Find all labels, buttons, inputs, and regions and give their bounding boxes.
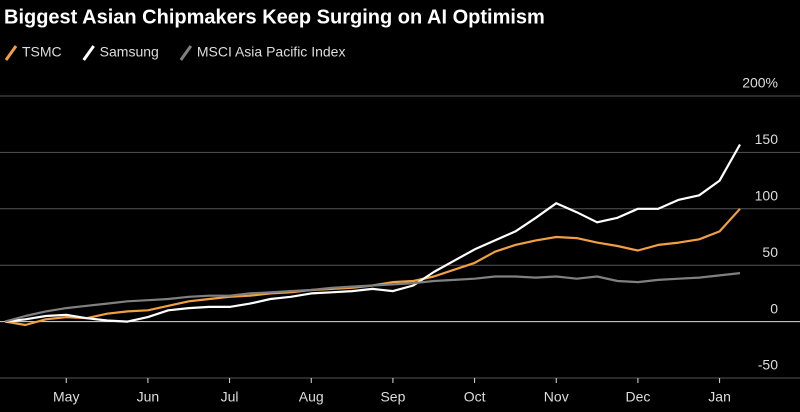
- legend-swatch: [4, 45, 18, 61]
- x-tick-label: Dec: [625, 389, 650, 405]
- y-tick-label: 0: [770, 300, 778, 316]
- legend-label: TSMC: [22, 44, 62, 60]
- x-tick-label: Jun: [137, 389, 160, 405]
- series-line: [4, 208, 741, 327]
- x-tick-label: Sep: [380, 389, 405, 405]
- x-tick-label: Jan: [708, 389, 731, 405]
- legend-swatch: [82, 45, 95, 61]
- chart-title: Biggest Asian Chipmakers Keep Surging on…: [4, 6, 545, 28]
- legend-label: MSCI Asia Pacific Index: [197, 44, 346, 60]
- legend: TSMC Samsung MSCI Asia Pacific Index: [4, 44, 346, 61]
- y-tick-label: 50: [762, 244, 778, 260]
- legend-swatch: [179, 45, 193, 61]
- y-tick-label: 100: [755, 188, 779, 204]
- y-tick-label: 150: [755, 131, 779, 147]
- y-tick-label: -50: [758, 357, 778, 373]
- x-tick-label: May: [53, 389, 79, 405]
- series-line: [4, 143, 741, 323]
- x-tick-label: Jul: [221, 389, 239, 405]
- x-tick-label: Oct: [464, 389, 486, 405]
- x-tick-label: Nov: [544, 389, 569, 405]
- series-line: [4, 272, 741, 323]
- legend-label: Samsung: [100, 44, 159, 60]
- y-tick-label: 200%: [742, 75, 778, 91]
- x-tick-label: Aug: [299, 389, 324, 405]
